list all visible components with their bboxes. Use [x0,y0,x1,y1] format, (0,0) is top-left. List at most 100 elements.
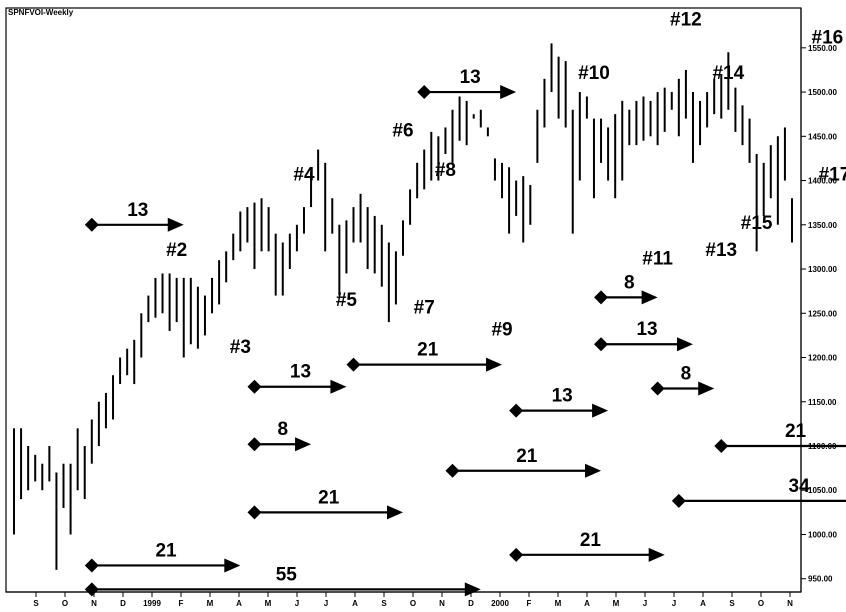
cycle-arrow: 13 [509,386,609,418]
cycle-arrow: 13 [417,67,517,100]
x-tick-label: A [236,599,242,608]
cycle-arrow-head [387,505,403,520]
cycle-length-label: 21 [785,421,807,442]
x-tick-label: J [295,599,299,608]
cycle-start-diamond [247,379,262,394]
x-tick-label: N [787,599,793,608]
cycle-arrows: 13 13 8 13 21 13 8 13 8 21 21 34 21 21 21 55 [84,67,846,597]
cycle-arrow: 8 [247,419,312,452]
cycle-arrow-head [464,582,481,597]
cycle-arrow-head [330,379,347,394]
x-tick-label: N [439,599,445,608]
x-tick-label: D [468,599,474,608]
cycle-start-diamond [509,547,524,562]
cycle-arrow-head [486,357,503,372]
swing-labels: #2 #3 #4 #5 #6 #7 #8 #9 #10 #11 #12 #13 #14 #15 #16 #17… [166,10,846,358]
swing-label: #12 [670,10,702,31]
x-tick-label: S [381,599,387,608]
cycle-arrow-head [295,437,312,452]
y-tick-label: 1000.00 [808,530,837,539]
cycle-start-diamond [714,439,729,453]
cycle-arrow: 8 [594,272,658,305]
swing-label: #7 [414,297,435,318]
x-tick-label: S [33,599,39,608]
x-tick-label: J [672,599,676,608]
swing-label: #11 [642,249,673,270]
x-tick-label: J [643,599,647,608]
cycle-arrow: 21 [84,540,241,573]
cycle-start-diamond [671,493,686,508]
y-tick-label: 1200.00 [808,354,837,363]
y-tick-label: 1050.00 [808,486,837,495]
price-bars [13,43,793,570]
x-tick-label: O [62,599,68,608]
y-tick-label: 1450.00 [808,132,837,141]
cycle-start-diamond [417,85,432,100]
x-tick-label: O [410,599,416,608]
x-tick-label: M [265,599,272,608]
x-tick-label: F [179,599,184,608]
cycle-arrow-head [167,217,184,232]
swing-label: #16 [812,27,844,48]
cycle-start-diamond [650,381,665,396]
cycle-length-label: 55 [276,564,298,585]
cycle-arrow: 21 [247,487,403,520]
cycle-length-label: 8 [277,419,288,440]
cycle-arrow: 21 [714,421,846,453]
chart-title: SPNFVOI-Weekly [8,8,74,17]
cycle-length-label: 13 [460,67,481,88]
cycle-length-label: 8 [624,272,635,293]
swing-label: #13 [705,240,737,261]
swing-label: #3 [230,337,251,358]
cycle-start-diamond [84,582,99,597]
x-tick-label: 2000 [491,599,509,608]
cycle-arrow-head [585,463,602,478]
cycle-arrow: 13 [247,362,347,394]
cycle-start-diamond [594,290,609,305]
x-tick-label: M [555,599,562,608]
y-tick-label: 1550.00 [808,44,837,53]
y-axis-ticks: 1550.00 1500.00 1450.00 1400.00 1350.00 1300.… [801,44,837,584]
cycle-arrow: 55 [84,564,481,597]
x-tick-label: M [207,599,214,608]
x-tick-label: J [324,599,328,608]
x-tick-label: O [758,599,764,608]
cycle-arrow: 21 [509,530,665,562]
x-tick-label: D [120,599,126,608]
y-tick-label: 1100.00 [808,442,837,451]
x-tick-label: S [729,599,735,608]
cycle-arrow-head [676,337,693,352]
x-tick-label: F [527,599,532,608]
cycle-start-diamond [247,505,262,520]
y-tick-label: 1400.00 [808,177,837,186]
cycle-start-diamond [509,403,524,418]
x-tick-label: A [584,599,590,608]
cycle-start-diamond [247,437,262,452]
cycle-length-label: 13 [290,362,311,383]
y-tick-label: 1300.00 [808,265,837,274]
cycle-arrow-head [698,381,715,396]
cycle-length-label: 13 [636,319,657,340]
y-tick-label: 1350.00 [808,221,837,230]
swing-label: #17 [819,165,846,186]
swing-label: #15 [741,213,773,234]
x-axis-ticks: S O N D 1999 F M A M J J A S O N D 2000 F M A M J J A S O N [33,592,793,608]
cycle-length-label: 21 [417,340,439,361]
cycle-arrow: 13 [594,319,693,352]
cycle-length-label: 21 [155,540,177,561]
y-tick-label: 950.00 [808,575,833,584]
x-tick-label: A [700,599,706,608]
cycle-length-label: 34 [789,476,811,497]
cycle-arrow-head [648,547,665,562]
cycle-start-diamond [445,463,460,478]
swing-label: #14 [712,63,744,84]
cycle-arrow-head [592,403,609,418]
y-tick-label: 1250.00 [808,309,837,318]
cycle-length-label: 13 [552,386,573,407]
x-tick-label: M [613,599,620,608]
y-tick-label: 1500.00 [808,88,837,97]
swing-label: #4 [293,165,315,186]
cycle-arrow-head [641,290,658,305]
